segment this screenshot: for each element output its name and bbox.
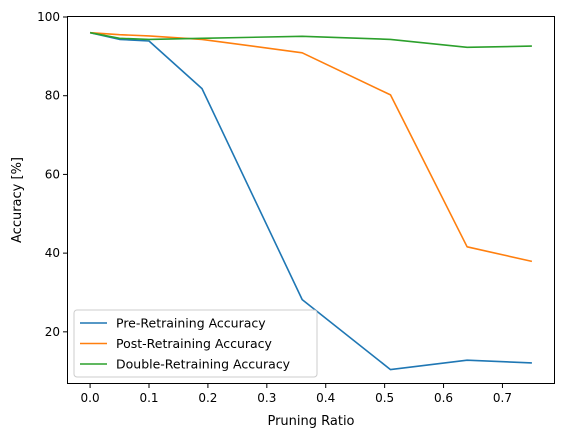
plot-frame xyxy=(67,16,555,384)
series-line-1 xyxy=(90,31,533,263)
x-tick-label: 0.6 xyxy=(434,391,453,405)
x-tick-label: 0.4 xyxy=(316,391,335,405)
legend: Pre-Retraining Accuracy Post-Retraining A… xyxy=(73,309,318,378)
legend-label-1: Post-Retraining Accuracy xyxy=(116,336,273,351)
y-tick-label: 100 xyxy=(37,10,60,24)
y-axis-label: Accuracy [%] xyxy=(10,157,25,243)
x-tick-label: 0.3 xyxy=(257,391,276,405)
y-tick-label: 80 xyxy=(45,89,60,103)
x-tick-label: 0.2 xyxy=(198,391,217,405)
x-tick-label: 0.1 xyxy=(139,391,158,405)
legend-label-0: Pre-Retraining Accuracy xyxy=(116,316,266,331)
x-axis: 0.0 0.1 0.2 0.3 0.4 0.5 0.6 0.7 xyxy=(81,383,512,405)
y-tick-label: 20 xyxy=(45,325,60,339)
x-axis-label: Pruning Ratio xyxy=(267,414,354,429)
series-line-0 xyxy=(89,31,532,371)
x-tick-label: 0.7 xyxy=(493,391,512,405)
y-axis: 20 40 60 80 100 xyxy=(37,10,68,339)
x-tick-label: 0.0 xyxy=(81,391,100,405)
plot-series xyxy=(89,31,533,371)
legend-label-2: Double-Retraining Accuracy xyxy=(116,357,291,372)
x-tick-label: 0.5 xyxy=(375,391,394,405)
y-tick-label: 40 xyxy=(45,246,60,260)
series-line-2 xyxy=(89,31,532,49)
legend-box xyxy=(73,309,318,378)
y-tick-label: 60 xyxy=(45,167,60,181)
